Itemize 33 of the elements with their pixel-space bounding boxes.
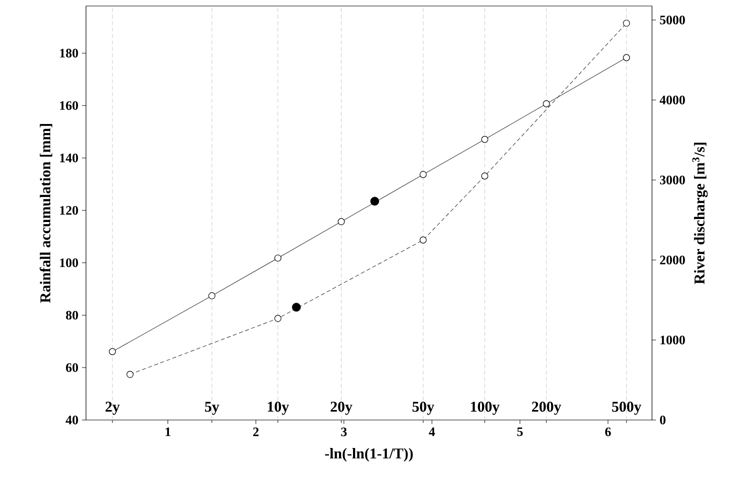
y-tick-label: 100	[60, 258, 78, 268]
x-tick-label: 1	[166, 428, 170, 436]
y-tick-label: 40	[66, 416, 78, 424]
y-tick-label: 80	[66, 310, 78, 320]
y2-axis-title: River discharge [m$^{3}$/s]	[692, 142, 708, 284]
y-axis-title: Rainfall accumulation [mm]	[40, 124, 52, 303]
ref-line-label: 50y	[412, 402, 434, 415]
ref-line-label: 5y	[205, 402, 220, 415]
x-axis-title: -ln(-ln(1-1/T))	[325, 448, 413, 462]
x-tick-label: 4	[428, 428, 435, 436]
y2-tick-label: 0	[660, 416, 666, 424]
x-tick-label: 3	[341, 428, 347, 436]
y2-tick-label: 1000	[660, 336, 685, 344]
y-tick-label: 120	[60, 206, 78, 215]
y2-tick-label: 3000	[660, 176, 685, 184]
x-tick-label: 6	[605, 428, 611, 436]
y-tick-label: 60	[66, 363, 78, 372]
y-tick-label: 140	[60, 154, 78, 162]
point	[370, 196, 380, 206]
ref-line-label: 10y	[268, 402, 289, 415]
ref-line-label: 200y	[532, 402, 562, 415]
y-tick-label: 180	[60, 48, 78, 58]
y2-tick-label: 2000	[660, 256, 685, 264]
y-tick-label: 160	[60, 101, 78, 110]
y2-tick-label: 5000	[660, 16, 685, 24]
y2-tick-label: 4000	[660, 96, 685, 104]
ref-line-label: 2y	[106, 402, 120, 415]
ref-line-label: 100y	[471, 402, 500, 415]
ref-line-label: 20y	[330, 402, 352, 415]
x-tick-label: 5	[517, 428, 523, 436]
x-tick-label: 2	[253, 428, 259, 436]
point	[292, 302, 301, 312]
ref-line-label: 500y	[612, 402, 642, 415]
